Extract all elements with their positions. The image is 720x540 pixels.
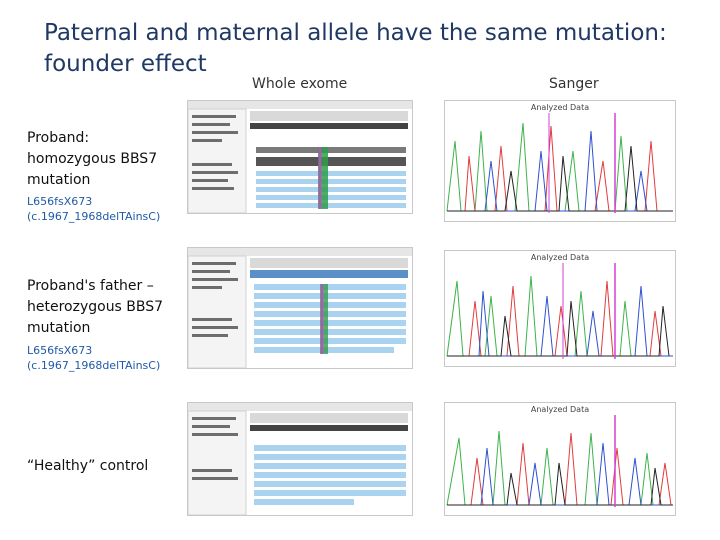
row-2-label-line-2: heterozygous BBS7	[27, 299, 164, 315]
row-2-label-line-1: Proband's father –	[27, 278, 154, 294]
row-2-label-line-3: mutation	[27, 320, 91, 336]
row-2-label: Proband's father – heterozygous BBS7 mut…	[27, 276, 163, 339]
row-3-label-line-1: “Healthy” control	[27, 458, 149, 474]
row-1-label-line-3: mutation	[27, 172, 91, 188]
chromatogram-3	[446, 415, 673, 507]
sanger-header-1: Analyzed Data	[530, 103, 590, 112]
sanger-header-2: Analyzed Data	[530, 253, 590, 262]
slide-title: Paternal and maternal allele have the sa…	[44, 20, 667, 77]
row-1-variant-line-2: (c.1967_1968delTAinsC)	[27, 210, 161, 223]
sanger-panel-1: Analyzed Data	[444, 100, 676, 222]
row-1-label-line-2: homozygous BBS7	[27, 151, 158, 167]
chromatogram-1	[446, 113, 673, 213]
row-1-label-line-1: Proband:	[27, 130, 90, 146]
exome-browser-1	[188, 101, 412, 213]
exome-panel-3	[187, 402, 413, 516]
sanger-header-3: Analyzed Data	[530, 405, 590, 414]
row-1-variant-line-1: L656fsX673	[27, 195, 93, 208]
exome-panel-1	[187, 100, 413, 214]
row-3-label: “Healthy” control	[27, 456, 148, 477]
exome-browser-2	[188, 248, 412, 368]
exome-browser-3	[188, 403, 412, 515]
row-2-variant-line-2: (c.1967_1968delTAinsC)	[27, 359, 161, 372]
sanger-panel-3: Analyzed Data	[444, 402, 676, 516]
exome-panel-2	[187, 247, 413, 369]
row-1-variant: L656fsX673 (c.1967_1968delTAinsC)	[27, 194, 160, 224]
row-2-variant: L656fsX673 (c.1967_1968delTAinsC)	[27, 343, 160, 373]
sanger-heading: Sanger	[549, 76, 599, 92]
row-1-label: Proband: homozygous BBS7 mutation	[27, 128, 157, 191]
sanger-panel-2: Analyzed Data	[444, 250, 676, 367]
whole-exome-heading: Whole exome	[252, 76, 348, 92]
row-2-variant-line-1: L656fsX673	[27, 344, 93, 357]
chromatogram-2	[446, 263, 673, 359]
